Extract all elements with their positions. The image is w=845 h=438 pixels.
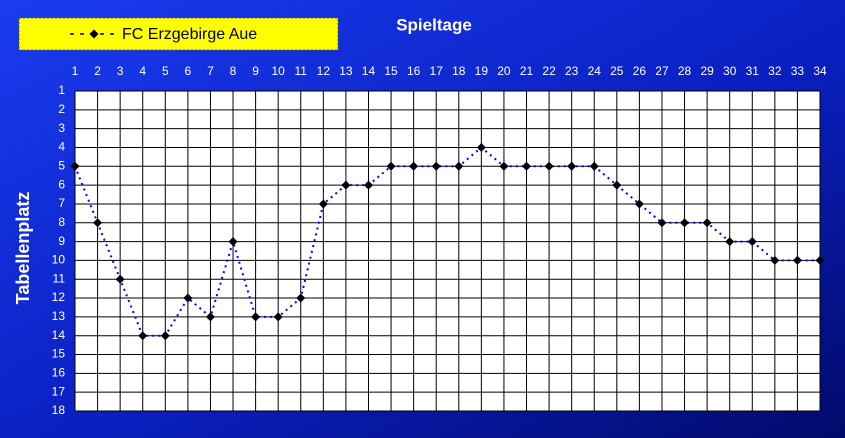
y-tick-label: 6: [58, 177, 65, 191]
data-point: [702, 218, 712, 228]
y-tick-label: 13: [52, 309, 66, 323]
chart-title: Spieltage: [396, 15, 472, 34]
legend: FC Erzgebirge Aue: [18, 17, 339, 51]
y-tick-label: 5: [58, 158, 65, 172]
data-point: [318, 199, 328, 209]
y-tick-label: 7: [58, 196, 65, 210]
y-tick-label: 12: [52, 290, 66, 304]
x-tick-label: 4: [139, 64, 146, 78]
data-point: [251, 312, 261, 322]
data-point: [499, 161, 509, 171]
y-tick-label: 1: [58, 83, 65, 97]
y-tick-label: 9: [58, 234, 65, 248]
data-point: [522, 161, 532, 171]
x-tick-label: 26: [633, 64, 647, 78]
x-tick-label: 14: [362, 64, 376, 78]
x-tick-label: 10: [272, 64, 286, 78]
x-tick-label: 25: [610, 64, 624, 78]
data-point: [409, 161, 419, 171]
x-tick-label: 1: [72, 64, 79, 78]
legend-label: FC Erzgebirge Aue: [122, 26, 257, 43]
x-tick-label: 7: [207, 64, 214, 78]
data-point: [115, 274, 125, 284]
data-point: [657, 218, 667, 228]
data-point: [544, 161, 554, 171]
x-tick-label: 17: [430, 64, 444, 78]
data-point: [341, 180, 351, 190]
x-tick-label: 30: [723, 64, 737, 78]
x-tick-label: 3: [117, 64, 124, 78]
x-tick-label: 20: [497, 64, 511, 78]
x-tick-label: 12: [317, 64, 331, 78]
x-tick-label: 6: [185, 64, 192, 78]
y-tick-label: 18: [52, 403, 66, 417]
data-point: [747, 237, 757, 247]
data-point: [612, 180, 622, 190]
y-tick-label: 10: [52, 253, 66, 267]
data-point: [634, 199, 644, 209]
data-point: [567, 161, 577, 171]
data-point: [228, 237, 238, 247]
x-tick-label: 32: [768, 64, 782, 78]
data-point: [386, 161, 396, 171]
x-tick-label: 21: [520, 64, 534, 78]
plot-area: [75, 91, 820, 411]
x-tick-label: 31: [746, 64, 760, 78]
x-tick-label: 13: [339, 64, 353, 78]
data-point: [363, 180, 373, 190]
data-point: [296, 293, 306, 303]
data-point: [815, 255, 825, 265]
x-tick-label: 22: [542, 64, 556, 78]
x-tick-label: 33: [791, 64, 805, 78]
data-point: [70, 161, 80, 171]
x-tick-label: 29: [700, 64, 714, 78]
x-tick-label: 11: [295, 64, 308, 78]
x-tick-label: 27: [655, 64, 669, 78]
data-point: [93, 218, 103, 228]
data-point: [476, 142, 486, 152]
x-tick-label: 15: [384, 64, 398, 78]
x-tick-label: 2: [94, 64, 101, 78]
x-tick-label: 34: [813, 64, 827, 78]
y-tick-label: 4: [58, 140, 65, 154]
y-tick-label: 17: [52, 384, 66, 398]
data-point: [680, 218, 690, 228]
data-point: [273, 312, 283, 322]
data-point: [183, 293, 193, 303]
y-tick-label: 2: [58, 102, 65, 116]
data-point: [454, 161, 464, 171]
data-point: [792, 255, 802, 265]
x-tick-label: 24: [588, 64, 602, 78]
x-tick-label: 23: [565, 64, 579, 78]
y-tick-label: 8: [58, 215, 65, 229]
y-axis-title: Tabellenplatz: [13, 192, 33, 305]
data-point: [589, 161, 599, 171]
x-tick-label: 8: [230, 64, 237, 78]
x-tick-label: 9: [252, 64, 259, 78]
x-tick-label: 19: [475, 64, 489, 78]
x-tick-label: 5: [162, 64, 169, 78]
x-tick-label: 18: [452, 64, 466, 78]
x-tick-label: 28: [678, 64, 692, 78]
legend-marker: [89, 29, 99, 39]
y-tick-label: 15: [52, 347, 66, 361]
data-point: [431, 161, 441, 171]
x-tick-label: 16: [407, 64, 421, 78]
y-tick-label: 16: [52, 366, 66, 380]
data-point: [205, 312, 215, 322]
data-point: [770, 255, 780, 265]
y-tick-label: 11: [53, 271, 66, 285]
data-point: [138, 331, 148, 341]
y-tick-label: 3: [58, 121, 65, 135]
data-point: [160, 331, 170, 341]
y-tick-label: 14: [52, 328, 66, 342]
data-point: [725, 237, 735, 247]
